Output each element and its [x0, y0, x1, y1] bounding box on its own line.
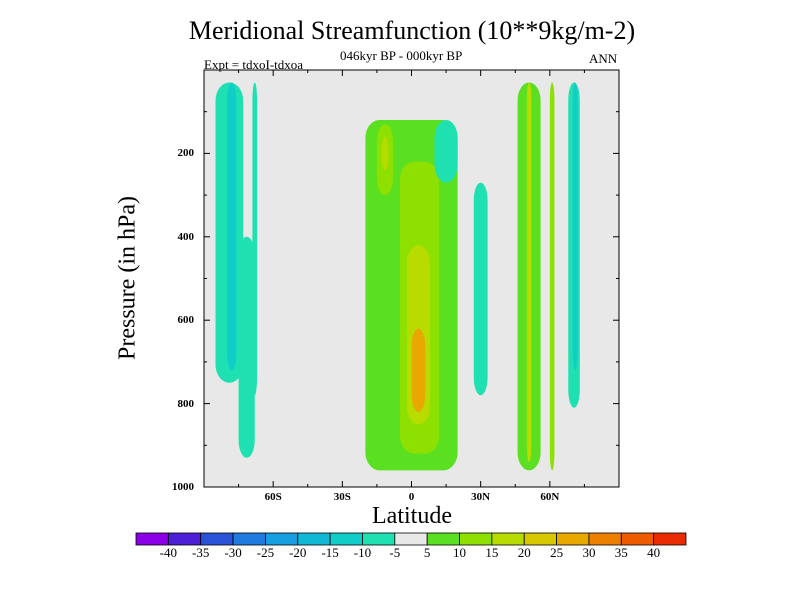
colorbar-box	[426, 532, 460, 546]
region-sh-band-thin	[252, 82, 258, 396]
colorbar-label: 10	[453, 545, 467, 560]
colorbar-label: 35	[614, 545, 628, 560]
contour-regions	[215, 82, 580, 471]
region-sh-band-core	[227, 82, 237, 371]
x-tick-label: 0	[408, 491, 415, 503]
colorbar-box	[297, 532, 331, 546]
colorbar-label: -30	[224, 545, 242, 560]
colorbar-label: -5	[389, 545, 401, 560]
colorbar-box	[265, 532, 299, 546]
colorbar-label: -20	[289, 545, 307, 560]
colorbar-box	[362, 532, 396, 546]
colorbar-label: 15	[485, 545, 499, 560]
region-nh-band-60	[549, 82, 555, 471]
colorbar-box	[653, 532, 687, 546]
y-tick-label: 200	[177, 147, 195, 160]
y-tick-label: 400	[177, 230, 195, 243]
y-tick-label: 800	[177, 397, 195, 410]
colorbar-box	[167, 532, 202, 546]
colorbar-box	[459, 532, 493, 546]
region-sh-band-light-lower	[238, 236, 255, 458]
region-nh-subtrop-cell	[473, 182, 488, 396]
colorbar-label: 40	[647, 545, 661, 560]
colorbar-label: -10	[353, 545, 372, 560]
region-tropics-upper-max	[381, 136, 389, 171]
y-tick-label: 1000	[172, 481, 194, 493]
colorbar-box	[394, 532, 428, 546]
colorbar-box	[588, 532, 622, 546]
colorbar-label: 25	[550, 545, 564, 560]
x-tick-label: 60N	[540, 491, 560, 503]
colorbar-label: -40	[159, 545, 178, 560]
colorbar-label: 20	[517, 545, 531, 560]
region-nh-cyan-core	[572, 82, 578, 371]
colorbar-label: -15	[321, 545, 339, 560]
colorbar-box	[620, 532, 655, 546]
colorbar-box	[200, 532, 234, 546]
x-axis-label: Latitude	[372, 503, 452, 529]
colorbar-box	[491, 532, 525, 546]
colorbar-label: -35	[192, 545, 210, 560]
experiment-label: Expt = tdxoI-tdxoa	[204, 57, 304, 72]
x-tick-label: 30S	[333, 491, 351, 503]
colorbar-label: 5	[423, 545, 431, 560]
colorbar-box	[135, 532, 169, 546]
colorbar-box	[523, 532, 557, 546]
colorbar	[135, 532, 687, 546]
region-nh-yellow-core	[526, 82, 532, 462]
y-axis-label: Pressure (in hPa)	[114, 196, 141, 360]
season-label: ANN	[589, 51, 618, 66]
axis-ticks	[203, 69, 620, 488]
x-tick-label: 30N	[471, 491, 491, 503]
x-tick-label: 60S	[264, 491, 282, 503]
y-tick-label: 600	[177, 314, 195, 327]
colorbar-box	[556, 532, 590, 546]
colorbar-box	[232, 532, 266, 546]
chart-title: Meridional Streamfunction (10**9kg/m-2)	[188, 16, 636, 45]
colorbar-box	[329, 532, 363, 546]
colorbar-label: 30	[582, 545, 596, 560]
colorbar-label: -25	[256, 545, 275, 560]
chart-subtitle: 046kyr BP - 000kyr BP	[340, 48, 463, 63]
region-tropics-center-max	[411, 328, 426, 412]
region-upper-cell	[434, 120, 458, 183]
